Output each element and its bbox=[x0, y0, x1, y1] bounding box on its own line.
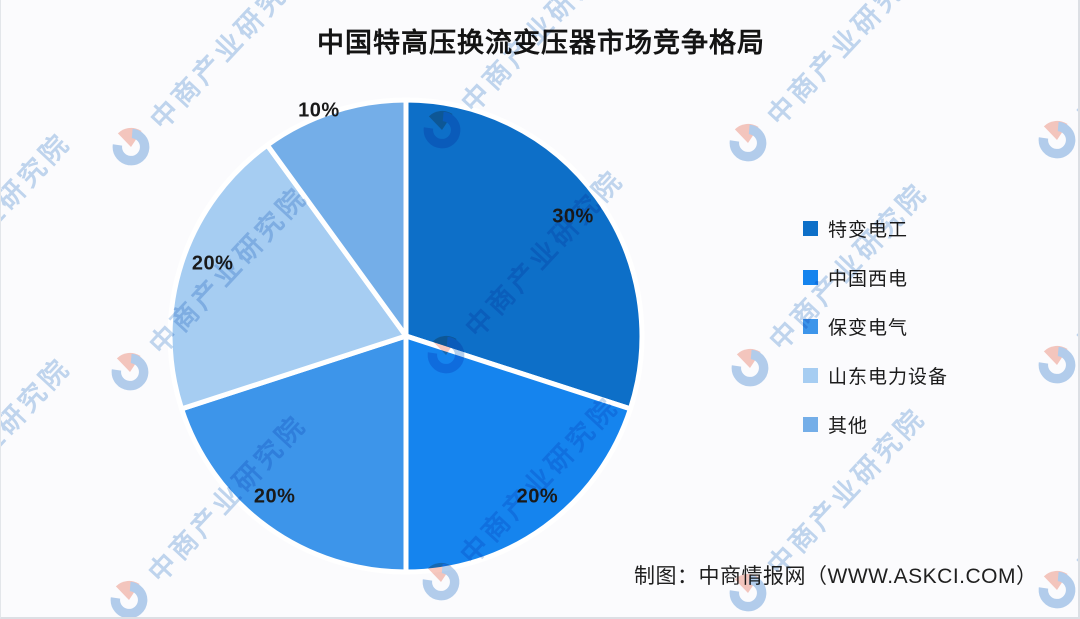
legend-item-5: 其他 bbox=[803, 400, 948, 449]
pie-slice-1 bbox=[403, 97, 645, 412]
legend-swatch bbox=[803, 368, 818, 383]
slice-label-4: 20% bbox=[191, 252, 234, 275]
legend-label: 中国西电 bbox=[828, 269, 909, 290]
legend-swatch bbox=[803, 319, 818, 334]
legend-item-4: 山东电力设备 bbox=[803, 351, 948, 400]
slice-label-3: 20% bbox=[253, 485, 296, 508]
chart-title: 中国特高压换流变压器市场竞争格局 bbox=[317, 28, 765, 58]
legend-label: 保变电气 bbox=[828, 318, 909, 339]
slice-label-2: 20% bbox=[516, 485, 559, 508]
legend-label: 山东电力设备 bbox=[828, 367, 949, 388]
legend-label: 其他 bbox=[828, 416, 869, 437]
legend-swatch bbox=[803, 270, 818, 285]
legend-item-2: 中国西电 bbox=[803, 253, 948, 302]
legend-item-3: 保变电气 bbox=[803, 302, 948, 351]
pie-slice-5 bbox=[264, 97, 409, 339]
slice-label-5: 10% bbox=[298, 99, 340, 122]
legend: 特变电工中国西电保变电气山东电力设备 其他 bbox=[803, 204, 948, 449]
legend-label: 特变电工 bbox=[828, 220, 909, 241]
pie-slice-3 bbox=[179, 333, 409, 575]
slice-label-1: 30% bbox=[552, 205, 594, 228]
legend-item-1: 特变电工 bbox=[803, 204, 948, 253]
source-credit: 制图：中商情报网（WWW.ASKCI.COM） bbox=[634, 565, 1038, 588]
legend-swatch bbox=[803, 221, 818, 236]
pie-slice-4 bbox=[167, 142, 409, 412]
legend-swatch bbox=[803, 417, 818, 432]
